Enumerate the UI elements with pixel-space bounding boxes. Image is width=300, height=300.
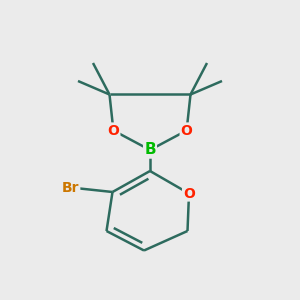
Text: O: O [183,187,195,200]
Text: O: O [181,124,193,137]
Text: B: B [144,142,156,158]
Text: Br: Br [62,181,79,194]
Text: O: O [107,124,119,137]
